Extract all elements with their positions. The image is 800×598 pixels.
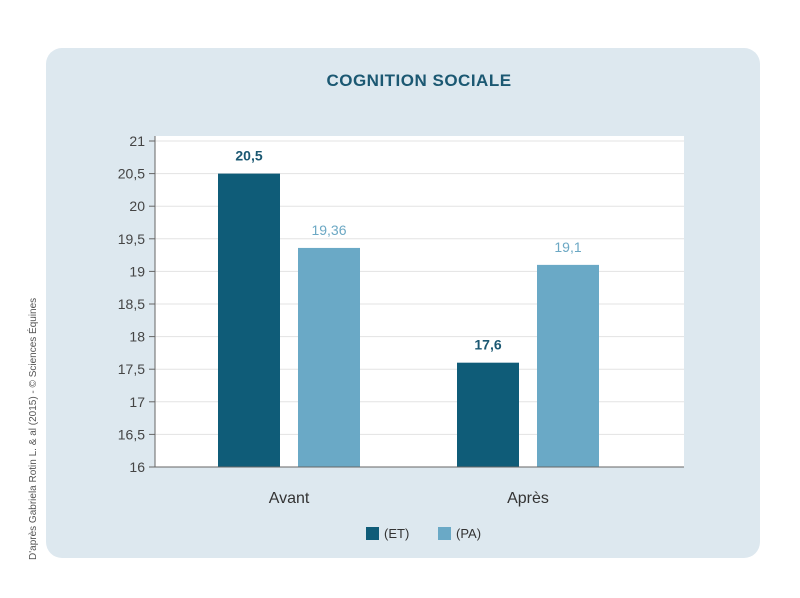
- y-tick-label: 18: [129, 329, 145, 345]
- x-category-label: Avant: [269, 490, 310, 507]
- y-tick-label: 20: [129, 198, 145, 214]
- data-label: 19,1: [554, 239, 581, 255]
- x-category-label: Après: [507, 490, 549, 507]
- y-tick-label: 17,5: [118, 361, 145, 377]
- y-tick-label: 19,5: [118, 231, 145, 247]
- bar-et-apres: [457, 362, 519, 467]
- legend-label: (PA): [456, 526, 481, 541]
- y-tick-label: 16: [129, 459, 145, 475]
- bar-et-avant: [218, 173, 280, 467]
- legend-label: (ET): [384, 526, 409, 541]
- y-tick-label: 16,5: [118, 426, 145, 442]
- legend-swatch: [366, 527, 379, 540]
- bars: 20,5 19,36 17,6 19,1: [218, 148, 599, 467]
- legend-swatch: [438, 527, 451, 540]
- bar-pa-avant: [298, 247, 360, 467]
- y-tick-label: 20,5: [118, 166, 145, 182]
- legend: (ET) (PA): [366, 526, 481, 541]
- axes: 21 20,5 20 19,5 19 18,5 18 17,5 17 16,5 16 Avant Apr…: [118, 133, 684, 507]
- data-label: 19,36: [311, 222, 346, 238]
- y-tick-label: 19: [129, 263, 145, 279]
- y-tick-label: 17: [129, 394, 145, 410]
- y-tick-label: 21: [129, 133, 145, 149]
- y-tick-label: 18,5: [118, 296, 145, 312]
- chart-title: COGNITION SOCIALE: [326, 71, 511, 90]
- data-label: 17,6: [474, 337, 501, 353]
- bar-pa-apres: [537, 264, 599, 467]
- data-label: 20,5: [235, 148, 262, 164]
